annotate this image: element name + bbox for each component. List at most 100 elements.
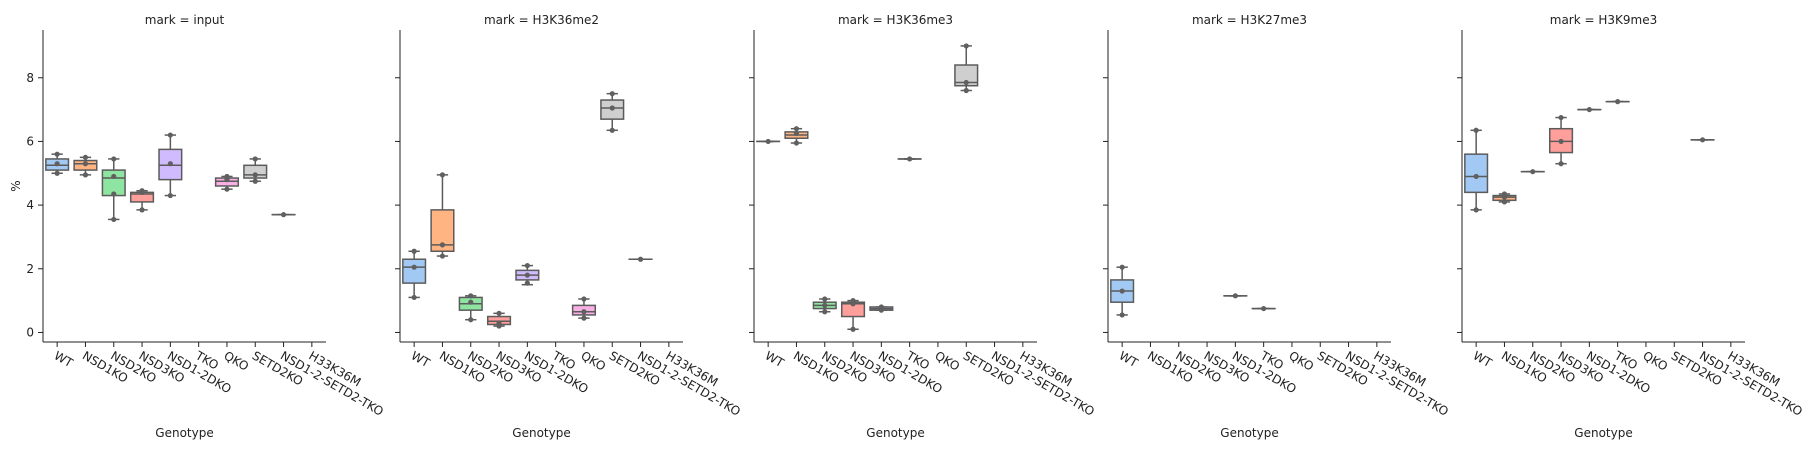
- data-point: [280, 212, 287, 218]
- data-point: [468, 317, 474, 323]
- facet-title: mark = input: [145, 13, 225, 27]
- x-axis-label: Genotype: [512, 426, 570, 440]
- x-tick-label: WT: [52, 348, 76, 370]
- data-point: [167, 132, 173, 138]
- data-point: [468, 293, 474, 299]
- data-point: [111, 156, 117, 162]
- box-NSD1KO: [73, 154, 98, 178]
- box-NSD1-2DKO: [158, 132, 183, 199]
- data-point: [1473, 173, 1479, 180]
- data-point: [850, 326, 856, 332]
- data-point: [252, 178, 258, 184]
- data-point: [765, 138, 771, 145]
- data-point: [411, 248, 417, 254]
- box-TKO: [1605, 99, 1630, 105]
- data-point: [1558, 161, 1564, 167]
- data-point: [439, 172, 446, 178]
- data-point: [581, 315, 587, 321]
- data-point: [524, 262, 530, 269]
- box-NSD1-2DKO: [1223, 293, 1248, 299]
- data-point: [963, 79, 969, 86]
- x-axis-label: Genotype: [1574, 426, 1632, 440]
- data-point: [822, 296, 828, 302]
- box-NSD2KO: [1520, 169, 1545, 175]
- box-SETD2KO: [243, 156, 268, 184]
- data-point: [878, 304, 884, 310]
- box-WT: [402, 248, 427, 301]
- data-point: [1501, 199, 1508, 205]
- box-NSD2KO: [101, 156, 126, 223]
- x-tick-label: QKO: [221, 348, 251, 373]
- box-body: [954, 64, 979, 87]
- data-point: [850, 298, 856, 304]
- box-body: [430, 209, 455, 253]
- data-point: [82, 161, 89, 167]
- x-axis-label: Genotype: [866, 426, 924, 440]
- x-tick-label: WT: [763, 348, 787, 370]
- x-tick-label: WT: [1471, 348, 1495, 370]
- data-point: [1473, 207, 1479, 213]
- data-point: [111, 216, 117, 223]
- x-tick-label: QKO: [932, 348, 962, 373]
- data-point: [524, 272, 530, 278]
- data-point: [496, 310, 502, 316]
- x-tick-label: QKO: [578, 348, 608, 373]
- data-point: [252, 156, 258, 162]
- data-point: [54, 151, 60, 157]
- box-NSD1-2-SETD2-TKO: [628, 256, 653, 262]
- x-axis-label: Genotype: [155, 426, 213, 440]
- box-WT: [45, 151, 70, 176]
- data-point: [963, 43, 969, 49]
- y-tick-label: 4: [26, 198, 34, 212]
- box-body: [1464, 153, 1489, 194]
- data-point: [793, 130, 800, 137]
- data-point: [581, 309, 587, 315]
- box-NSD3KO: [486, 310, 512, 329]
- data-point: [82, 172, 89, 178]
- data-point: [82, 154, 89, 160]
- data-point: [1119, 312, 1125, 318]
- data-point: [609, 127, 615, 133]
- data-point: [1119, 288, 1125, 294]
- box-NSD1KO: [784, 126, 809, 146]
- y-tick-label: 6: [26, 134, 34, 148]
- y-tick-label: 0: [26, 325, 34, 339]
- box-TKO: [1251, 305, 1276, 312]
- box-NSD3KO: [1548, 114, 1574, 167]
- box-NSD2KO: [458, 293, 483, 323]
- data-point: [139, 207, 145, 213]
- data-point: [224, 173, 230, 180]
- data-point: [139, 188, 145, 194]
- data-point: [54, 161, 60, 167]
- data-point: [411, 294, 417, 301]
- data-point: [822, 309, 828, 315]
- box-SETD2KO: [954, 43, 979, 94]
- data-point: [1558, 114, 1564, 121]
- data-point: [907, 156, 913, 162]
- data-point: [963, 87, 969, 94]
- box-WT: [1110, 264, 1135, 318]
- data-point: [167, 192, 173, 199]
- box-NSD1-2DKO: [869, 304, 894, 313]
- facet-title: mark = H3K36me2: [484, 13, 599, 27]
- x-tick-label: WT: [1117, 348, 1141, 370]
- data-point: [1586, 106, 1592, 113]
- x-tick-label: WT: [409, 348, 433, 370]
- box-NSD3KO: [129, 188, 155, 213]
- box-NSD1-2-SETD2-TKO: [271, 212, 296, 218]
- box-NSD3KO: [840, 298, 866, 332]
- data-point: [411, 264, 417, 270]
- box-QKO: [571, 296, 597, 321]
- x-tick-label: QKO: [1286, 348, 1316, 373]
- data-point: [822, 302, 828, 308]
- box-QKO: [214, 173, 240, 192]
- box-NSD1KO: [430, 172, 455, 259]
- box-NSD1-2DKO: [515, 262, 540, 286]
- data-point: [54, 170, 60, 176]
